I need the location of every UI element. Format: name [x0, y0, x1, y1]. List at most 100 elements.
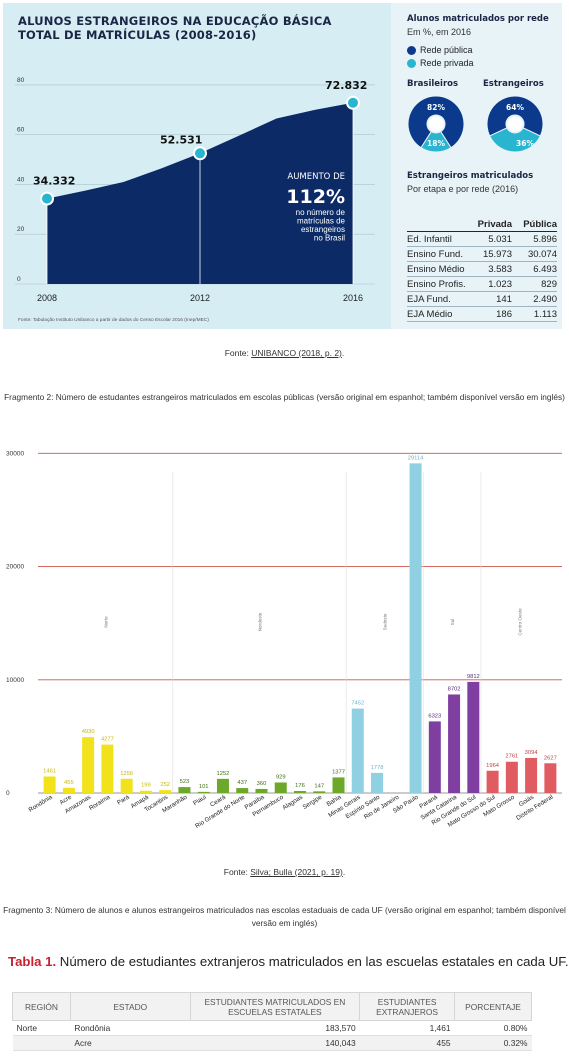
legend-private-label: Rede privada: [420, 58, 474, 68]
bar: [236, 788, 249, 793]
x-tick-label: Roraima: [88, 793, 112, 812]
source-link-silva-bulla[interactable]: Silva; Bulla (2021, p. 19): [250, 867, 343, 877]
stats-head-public: Pública: [523, 218, 557, 230]
increase-desc: no Brasil: [314, 234, 345, 243]
slice-public: [407, 95, 465, 149]
bar: [448, 694, 461, 793]
stats-row: EJA Médio 186 1.113: [407, 307, 557, 322]
bar: [351, 708, 364, 793]
bar: [428, 721, 441, 793]
legend-public-label: Rede pública: [420, 45, 473, 55]
data-point: [193, 146, 207, 161]
y-tick-label: 0: [6, 790, 10, 797]
increase-desc: no número de: [296, 208, 346, 217]
slice-private: [488, 127, 542, 153]
bar: [544, 763, 557, 793]
bar: [197, 791, 210, 793]
source-link-unibanco[interactable]: UNIBANCO (2018, p. 2): [251, 348, 342, 358]
bar: [294, 791, 306, 793]
increase-desc: matrículas de: [297, 217, 346, 226]
legend-public: Rede pública: [407, 45, 473, 55]
col-matriculados: ESTUDIANTES MATRICULADOS EN ESCUELAS EST…: [189, 992, 361, 1021]
table-row: Norte Rondônia 183,570 1,461 0.80%: [12, 1020, 532, 1036]
x-tick-label: 2008: [37, 293, 57, 303]
bar: [486, 770, 499, 793]
value-label: 147: [314, 783, 324, 789]
y-tick-label: 80: [17, 77, 25, 84]
donut-hole: [428, 116, 444, 132]
data-point: [40, 191, 54, 206]
point-label: 34.332: [33, 175, 75, 188]
infographic-title: ALUNOS ESTRANGEIROS NA EDUCAÇÃO BÁSICA: [18, 14, 332, 28]
side-panel: Alunos matriculados por rede Em %, em 20…: [391, 3, 562, 329]
area-chart-panel: 0 20 40 60 80 34.332 52.531 72.832 2008 2012 2016 A…: [3, 3, 391, 329]
x-tick-label: Sergipe: [302, 793, 324, 811]
region-label: Sudeste: [383, 613, 388, 630]
bar: [216, 778, 229, 793]
value-label: 3094: [525, 750, 539, 756]
legend-private: Rede privada: [407, 58, 474, 68]
value-label: 252: [160, 782, 170, 788]
y-tick-label: 0: [17, 276, 21, 283]
value-label: 8702: [448, 686, 461, 692]
col-region: REGIÓN: [12, 992, 71, 1021]
value-label: 29114: [408, 455, 424, 461]
stats-subtitle: Por etapa e por rede (2016): [407, 184, 519, 194]
col-estado: ESTADO: [69, 992, 191, 1021]
side-subtitle: Em %, em 2016: [407, 27, 472, 37]
x-tick-label: Rondônia: [28, 793, 55, 813]
table-header-row: REGIÓN ESTADO ESTUDIANTES MATRICULADOS E…: [12, 992, 532, 1021]
value-label: 523: [180, 779, 190, 785]
donut-charts: 82% 18% 64% 36%: [407, 95, 544, 153]
stats-row: Ensino Profis. 1.023 829: [407, 277, 557, 292]
bar: [139, 790, 152, 793]
caption-fragment-2: Fonte: Silva; Bulla (2021, p. 19).: [223, 867, 346, 877]
donut-brasileiros: 82% 18%: [407, 95, 465, 153]
region-label: Centro Oeste: [517, 608, 522, 636]
bar: [43, 776, 56, 793]
y-tick-label: 10000: [6, 677, 24, 684]
region-label: Norte: [103, 616, 108, 628]
value-label: 6323: [428, 713, 441, 719]
bar: [159, 790, 172, 793]
value-label: 455: [64, 780, 74, 786]
public-share-label: 64%: [506, 103, 524, 112]
infographic-subtitle: TOTAL DE MATRÍCULAS (2008-2016): [18, 28, 257, 42]
y-tick-label: 60: [17, 127, 25, 134]
donut-estrangeiros: 64% 36%: [486, 95, 544, 153]
stats-header-row: Privada Pública: [407, 217, 557, 232]
area-chart: 0 20 40 60 80 34.332 52.531 72.832 2008 2012 2016 A…: [15, 77, 375, 323]
private-share-label: 18%: [427, 139, 445, 148]
increase-label: AUMENTO DE: [287, 172, 345, 182]
bar-chart: 0 10000 20000 30000 Norte Nordeste Sudeste Sul C…: [6, 450, 562, 830]
col-porcentaje: PORCENTAJE: [454, 992, 532, 1021]
y-tick-label: 40: [17, 176, 25, 183]
legend-private-swatch: [407, 58, 416, 68]
fragment-3-caption: Fragmento 3: Número de alunos e alunos e…: [3, 905, 566, 928]
table-row: Acre 140,043 455 0.32%: [12, 1035, 532, 1051]
stats-head-private: Privada: [477, 218, 512, 230]
value-label: 1377: [332, 769, 345, 775]
x-tick-label: 2012: [190, 293, 210, 303]
stats-row: Ensino Fund. 15.973 30.074: [407, 247, 557, 262]
bar: [505, 761, 518, 793]
point-label: 72.832: [325, 79, 367, 92]
bar: [62, 787, 75, 793]
x-tick-label: 2016: [343, 293, 363, 303]
tabla-title-text: Número de estudiantes extranjeros matric…: [56, 954, 569, 969]
x-tick-label: Alagoas: [281, 794, 304, 812]
x-tick-label: Piauí: [192, 794, 208, 808]
value-label: 101: [199, 784, 209, 790]
value-label: 9812: [467, 674, 480, 680]
data-point: [346, 95, 360, 110]
point-label: 52.531: [160, 133, 202, 146]
stats-row: Ensino Médio 3.583 6.493: [407, 262, 557, 277]
col-extranjeros: ESTUDIANTES EXTRANJEROS: [359, 992, 456, 1021]
fragment-2-caption: Fragmento 2: Número de estudantes estran…: [4, 392, 565, 402]
bar: [409, 463, 422, 793]
bar: [101, 744, 114, 793]
bar: [178, 787, 191, 793]
value-label: 437: [237, 780, 247, 786]
value-label: 1778: [371, 765, 384, 771]
value-label: 929: [276, 774, 286, 780]
